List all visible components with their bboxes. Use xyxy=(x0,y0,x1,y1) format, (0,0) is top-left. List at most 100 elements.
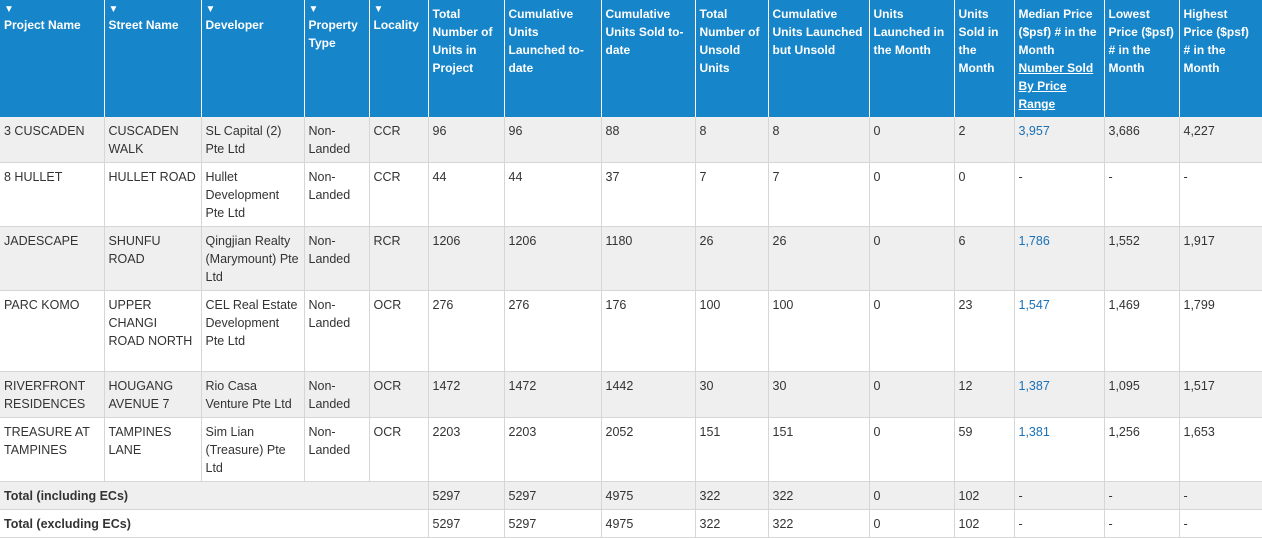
cell-launched-unsold: 322 xyxy=(768,481,870,510)
sort-down-icon[interactable]: ▼ xyxy=(308,4,319,15)
header-launched-month: Units Launched in the Month xyxy=(869,0,955,117)
header-label: Units Launched in the Month xyxy=(873,7,945,57)
sort-down-icon[interactable]: ▼ xyxy=(108,4,119,15)
cell-sold: 1180 xyxy=(601,226,696,291)
cell-launched: 2203 xyxy=(504,417,602,482)
cell-locality: OCR xyxy=(369,371,429,418)
cell-launched-unsold: 7 xyxy=(768,162,870,227)
header-property-type[interactable]: ▼ Property Type xyxy=(304,0,370,117)
cell-unsold: 100 xyxy=(695,290,769,372)
header-label: Units Sold in the Month xyxy=(958,7,999,75)
table-header: ▼ Project Name ▼ Street Name ▼ Developer ▼ P… xyxy=(0,0,1262,117)
cell-project: 8 HULLET xyxy=(0,162,105,227)
cell-launched-unsold: 8 xyxy=(768,117,870,163)
cell-project: TREASURE AT TAMPINES xyxy=(0,417,105,482)
cell-highest: 1,799 xyxy=(1179,290,1262,372)
total-label: Total (including ECs) xyxy=(0,481,429,510)
cell-unsold: 8 xyxy=(695,117,769,163)
cell-sold: 37 xyxy=(601,162,696,227)
sort-down-icon[interactable]: ▼ xyxy=(4,4,14,15)
header-cumulative-sold: Cumulative Units Sold to-date xyxy=(601,0,696,117)
cell-highest: - xyxy=(1179,162,1262,227)
header-label: Lowest Price ($psf) # in the Month xyxy=(1108,7,1174,75)
header-project-name[interactable]: ▼ Project Name xyxy=(0,0,105,117)
cell-total: 5297 xyxy=(428,481,505,510)
cell-developer: Rio Casa Venture Pte Ltd xyxy=(201,371,305,418)
header-label: Street Name xyxy=(108,18,179,32)
cell-locality: RCR xyxy=(369,226,429,291)
cell-type: Non-Landed xyxy=(304,117,370,163)
cell-total: 5297 xyxy=(428,509,505,538)
cell-unsold: 7 xyxy=(695,162,769,227)
cell-lowest: 1,256 xyxy=(1104,417,1180,482)
cell-launched: 1472 xyxy=(504,371,602,418)
cell-project: RIVERFRONT RESIDENCES xyxy=(0,371,105,418)
cell-highest: 4,227 xyxy=(1179,117,1262,163)
cell-sold-month: 102 xyxy=(954,509,1015,538)
cell-highest: - xyxy=(1179,509,1262,538)
cell-type: Non-Landed xyxy=(304,162,370,227)
median-price-link[interactable]: 1,387 xyxy=(1018,379,1050,393)
cell-median: - xyxy=(1014,509,1105,538)
cell-median: - xyxy=(1014,162,1105,227)
header-label: Cumulative Units Launched to-date xyxy=(508,7,584,75)
cell-unsold: 322 xyxy=(695,481,769,510)
cell-launched-month: 0 xyxy=(869,162,955,227)
table-body: 3 CUSCADEN CUSCADEN WALK SL Capital (2) … xyxy=(0,117,1262,538)
cell-developer: Hullet Development Pte Ltd xyxy=(201,162,305,227)
cell-median: 1,786 xyxy=(1014,226,1105,291)
cell-unsold: 151 xyxy=(695,417,769,482)
cell-median: - xyxy=(1014,481,1105,510)
header-label: Median Price ($psf) # in the Month xyxy=(1018,7,1097,57)
cell-launched: 96 xyxy=(504,117,602,163)
cell-project: 3 CUSCADEN xyxy=(0,117,105,163)
cell-developer: Sim Lian (Treasure) Pte Ltd xyxy=(201,417,305,482)
header-cumulative-launched: Cumulative Units Launched to-date xyxy=(504,0,602,117)
header-street-name[interactable]: ▼ Street Name xyxy=(104,0,202,117)
cell-launched-month: 0 xyxy=(869,226,955,291)
header-label: Total Number of Unsold Units xyxy=(699,7,760,75)
cell-unsold: 322 xyxy=(695,509,769,538)
cell-sold-month: 59 xyxy=(954,417,1015,482)
cell-launched-month: 0 xyxy=(869,481,955,510)
cell-locality: CCR xyxy=(369,117,429,163)
median-price-link[interactable]: 1,547 xyxy=(1018,298,1050,312)
header-median-price: Median Price ($psf) # in the Month Number… xyxy=(1014,0,1105,117)
cell-total: 2203 xyxy=(428,417,505,482)
median-price-link[interactable]: 3,957 xyxy=(1018,124,1050,138)
header-locality[interactable]: ▼ Locality xyxy=(369,0,429,117)
cell-lowest: - xyxy=(1104,162,1180,227)
header-developer[interactable]: ▼ Developer xyxy=(201,0,305,117)
cell-street: SHUNFU ROAD xyxy=(104,226,202,291)
median-price-link[interactable]: 1,381 xyxy=(1018,425,1050,439)
cell-lowest: - xyxy=(1104,481,1180,510)
header-row: ▼ Project Name ▼ Street Name ▼ Developer ▼ P… xyxy=(0,0,1262,117)
table-row: JADESCAPE SHUNFU ROAD Qingjian Realty (M… xyxy=(0,226,1262,291)
cell-launched-month: 0 xyxy=(869,117,955,163)
table-row: 8 HULLET HULLET ROAD Hullet Development … xyxy=(0,162,1262,227)
cell-highest: 1,653 xyxy=(1179,417,1262,482)
sort-down-icon[interactable]: ▼ xyxy=(373,4,384,15)
median-price-link[interactable]: 1,786 xyxy=(1018,234,1050,248)
cell-sold: 1442 xyxy=(601,371,696,418)
price-range-link[interactable]: Number Sold By Price Range xyxy=(1018,61,1094,111)
total-row: Total (including ECs) 5297 5297 4975 322… xyxy=(0,481,1262,510)
cell-sold: 2052 xyxy=(601,417,696,482)
cell-launched-unsold: 26 xyxy=(768,226,870,291)
cell-developer: Qingjian Realty (Marymount) Pte Ltd xyxy=(201,226,305,291)
header-total-unsold: Total Number of Unsold Units xyxy=(695,0,769,117)
header-total-units: Total Number of Units in Project xyxy=(428,0,505,117)
cell-median: 1,547 xyxy=(1014,290,1105,372)
cell-type: Non-Landed xyxy=(304,290,370,372)
header-label: Cumulative Units Sold to-date xyxy=(605,7,684,57)
header-launched-unsold: Cumulative Units Launched but Unsold xyxy=(768,0,870,117)
cell-sold-month: 6 xyxy=(954,226,1015,291)
cell-median: 1,387 xyxy=(1014,371,1105,418)
cell-median: 1,381 xyxy=(1014,417,1105,482)
cell-sold-month: 12 xyxy=(954,371,1015,418)
cell-launched: 44 xyxy=(504,162,602,227)
cell-highest: 1,917 xyxy=(1179,226,1262,291)
sort-down-icon[interactable]: ▼ xyxy=(205,4,216,15)
cell-launched-unsold: 151 xyxy=(768,417,870,482)
